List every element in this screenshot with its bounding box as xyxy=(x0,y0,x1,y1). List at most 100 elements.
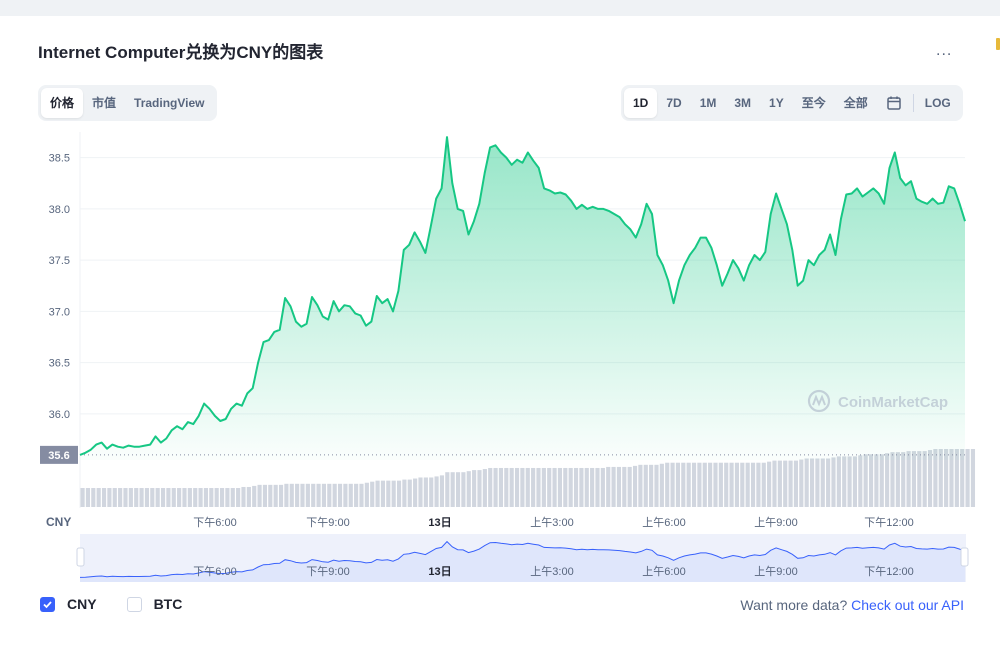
x-tick-label: 下午12:00 xyxy=(864,516,914,529)
volume-bar xyxy=(445,472,450,507)
range-ytd[interactable]: 至今 xyxy=(801,96,826,110)
volume-bar xyxy=(187,488,192,507)
volume-bar xyxy=(498,467,504,507)
watermark: CoinMarketCap xyxy=(807,389,948,413)
volume-bar xyxy=(911,451,917,507)
volume-bar xyxy=(756,462,761,507)
volume-bar xyxy=(514,467,520,507)
volume-bar xyxy=(311,483,316,507)
volume-bar xyxy=(552,467,557,507)
current-price-label: 35.6 xyxy=(48,450,69,462)
volume-bar xyxy=(386,480,391,507)
legend: CNY BTC xyxy=(40,596,182,612)
volume-bar xyxy=(616,466,622,507)
range-all[interactable]: 全部 xyxy=(843,96,868,110)
volume-bar xyxy=(852,456,858,507)
volume-bar xyxy=(262,484,268,507)
volume-bar xyxy=(520,467,525,507)
x-tick-label: 上午3:00 xyxy=(530,516,573,529)
navigator-tick-label: 上午3:00 xyxy=(530,565,573,578)
log-scale-toggle[interactable]: LOG xyxy=(924,96,951,110)
y-tick-label: 38.0 xyxy=(49,204,70,216)
range-3m[interactable]: 3M xyxy=(734,96,752,110)
navigator-tick-label: 13日 xyxy=(428,565,451,578)
volume-bar xyxy=(284,483,289,507)
volume-bar xyxy=(177,488,182,507)
volume-bar xyxy=(820,458,825,507)
range-tabs: 1D 7D 1M 3M 1Y 至今 全部 LOG xyxy=(621,85,963,121)
volume-bar xyxy=(354,483,359,507)
volume-bar xyxy=(879,454,884,507)
volume-bar xyxy=(214,488,219,507)
price-badge: 35.6 xyxy=(40,445,78,464)
range-1d[interactable]: 1D xyxy=(624,88,658,118)
volume-bar xyxy=(370,481,375,507)
volume-bar xyxy=(380,480,386,507)
volume-bar xyxy=(112,488,117,507)
volume-bar xyxy=(590,467,595,507)
tab-market-cap[interactable]: 市值 xyxy=(92,96,117,110)
volume-bar xyxy=(960,449,965,507)
volume-bar xyxy=(343,483,348,507)
volume-bar xyxy=(101,488,107,507)
y-tick-label: 36.0 xyxy=(49,409,70,421)
range-7d[interactable]: 7D xyxy=(666,96,682,110)
y-tick-label: 37.0 xyxy=(49,306,70,318)
view-tabs: 价格 市值 TradingView xyxy=(38,85,217,121)
volume-bar xyxy=(257,484,262,507)
navigator-tick-label: 上午9:00 xyxy=(754,565,797,578)
volume-bar xyxy=(230,488,235,507)
volume-bar xyxy=(922,451,927,507)
volume-bar xyxy=(568,467,573,507)
volume-bar xyxy=(423,477,428,507)
volume-bar xyxy=(193,488,198,507)
volume-bar xyxy=(413,478,418,507)
volume-bar xyxy=(402,479,407,507)
more-options-button[interactable]: ... xyxy=(936,42,953,59)
range-1y[interactable]: 1Y xyxy=(769,96,784,110)
volume-bar xyxy=(611,466,616,507)
volume-bar xyxy=(622,466,627,507)
navigator[interactable]: 下午6:00 下午9:00 13日 上午3:00 上午6:00 上午9:00 下午12:00 xyxy=(76,534,969,582)
volume-bar xyxy=(504,467,509,507)
volume-bar xyxy=(579,467,584,507)
cny-checkbox[interactable] xyxy=(40,596,55,612)
volume-bar xyxy=(472,470,477,507)
volume-bar xyxy=(541,467,546,507)
volume-bar xyxy=(702,462,707,507)
volume-bar xyxy=(901,452,906,507)
calendar-icon[interactable] xyxy=(877,88,911,118)
volume-bar xyxy=(128,488,133,507)
btc-checkbox[interactable] xyxy=(126,596,142,612)
volume-bar xyxy=(675,462,681,507)
x-tick-label: 13日 xyxy=(428,516,451,529)
volume-bar xyxy=(96,488,101,507)
volume-bar xyxy=(321,483,327,507)
y-tick-label: 36.5 xyxy=(49,358,70,370)
volume-bar xyxy=(933,449,938,507)
api-link[interactable]: Check out our API xyxy=(851,597,964,613)
volume-bar xyxy=(638,464,643,507)
volume-bar xyxy=(493,467,498,507)
tab-price[interactable]: 价格 xyxy=(41,88,84,118)
price-area xyxy=(80,137,965,460)
volume-bar xyxy=(396,480,402,507)
volume-bar xyxy=(874,454,879,507)
volume-bar xyxy=(166,488,171,507)
tab-tradingview[interactable]: TradingView xyxy=(134,96,205,110)
navigator-right-handle[interactable] xyxy=(960,547,969,567)
volume-bar xyxy=(783,460,788,507)
range-1m[interactable]: 1M xyxy=(699,96,717,110)
volume-bar xyxy=(364,482,369,507)
volume-bar xyxy=(885,453,890,507)
volume-bar xyxy=(160,488,166,507)
navigator-left-handle[interactable] xyxy=(76,547,85,567)
volume-bar xyxy=(407,479,412,507)
volume-bar xyxy=(944,449,949,507)
x-tick-label: 下午6:00 xyxy=(193,516,236,529)
volume-bar xyxy=(895,452,900,507)
x-tick-label: 上午9:00 xyxy=(754,516,797,529)
volume-bar xyxy=(525,467,530,507)
volume-bar xyxy=(665,462,670,507)
